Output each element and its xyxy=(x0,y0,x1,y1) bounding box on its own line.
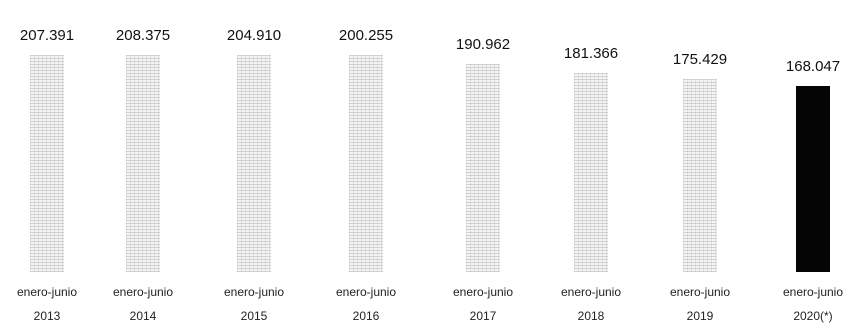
value-label: 204.910 xyxy=(226,27,282,44)
category-period: enero-junio xyxy=(223,285,285,299)
value-label: 200.255 xyxy=(338,27,394,45)
category-period: enero-junio xyxy=(112,285,174,299)
bar-2017 xyxy=(466,64,500,272)
category-label: enero-junio 2020(*) xyxy=(783,280,843,328)
bar-2020 xyxy=(796,86,830,272)
bar-2016 xyxy=(349,55,383,272)
bar-2015 xyxy=(237,55,271,272)
category-year: 2013 xyxy=(33,309,61,323)
value-label: 181.366 xyxy=(563,45,619,63)
category-year: 2020(*) xyxy=(793,309,833,323)
category-period: enero-junio xyxy=(560,285,622,299)
category-label: enero-junio 2017 xyxy=(453,280,513,328)
category-period: enero-junio xyxy=(782,285,844,299)
category-label: enero-junio 2013 xyxy=(17,280,77,328)
category-year: 2014 xyxy=(129,309,157,323)
value-label: 175.429 xyxy=(672,50,728,68)
category-year: 2016 xyxy=(352,309,380,323)
value-label: 207.391 xyxy=(19,27,75,44)
value-label: 168.047 xyxy=(785,58,841,75)
category-year: 2019 xyxy=(686,309,714,323)
bar-2013 xyxy=(30,55,64,272)
value-label: 208.375 xyxy=(115,27,171,44)
category-label: enero-junio 2014 xyxy=(113,280,173,328)
category-label: enero-junio 2015 xyxy=(224,280,284,328)
category-year: 2017 xyxy=(469,309,497,323)
category-period: enero-junio xyxy=(16,285,78,299)
category-period: enero-junio xyxy=(669,285,731,299)
category-label: enero-junio 2018 xyxy=(561,280,621,328)
bar-2014 xyxy=(126,55,160,272)
category-year: 2015 xyxy=(240,309,268,323)
category-year: 2018 xyxy=(577,309,605,323)
category-period: enero-junio xyxy=(452,285,514,299)
category-label: enero-junio 2019 xyxy=(670,280,730,328)
bar-2019 xyxy=(683,78,717,272)
category-label: enero-junio 2016 xyxy=(336,280,396,328)
bar-2018 xyxy=(574,73,608,272)
category-period: enero-junio xyxy=(335,285,397,299)
value-label: 190.962 xyxy=(455,36,511,53)
